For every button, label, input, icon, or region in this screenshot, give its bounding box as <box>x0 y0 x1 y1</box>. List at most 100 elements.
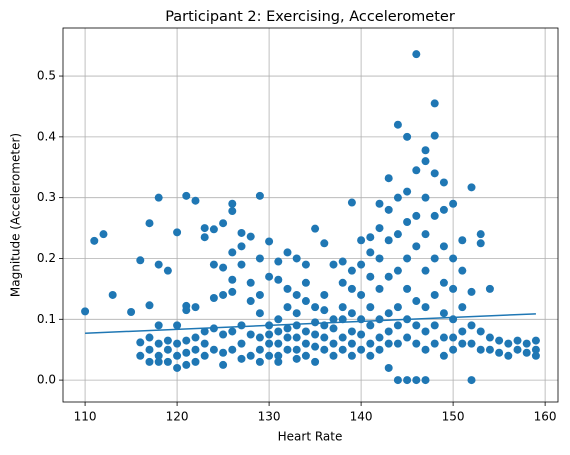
scatter-point <box>228 287 237 296</box>
scatter-point <box>90 236 99 245</box>
scatter-point <box>467 183 476 192</box>
scatter-point <box>301 339 310 348</box>
scatter-point <box>476 345 485 354</box>
scatter-point <box>412 242 421 251</box>
scatter-point <box>384 339 393 348</box>
scatter-point <box>522 348 531 357</box>
scatter-point <box>255 357 264 366</box>
scatter-point <box>531 336 540 345</box>
scatter-point <box>421 230 430 239</box>
scatter-point <box>219 330 228 339</box>
y-tick-label: 0.3 <box>37 190 56 204</box>
scatter-point <box>265 351 274 360</box>
scatter-point <box>237 228 246 237</box>
x-tick-label: 140 <box>350 410 373 424</box>
scatter-point <box>154 260 163 269</box>
scatter-point <box>449 254 458 263</box>
scatter-point <box>163 345 172 354</box>
scatter-point <box>412 50 421 59</box>
scatter-point <box>292 309 301 318</box>
scatter-point <box>127 307 136 316</box>
scatter-point <box>219 348 228 357</box>
scatter-point <box>504 351 513 360</box>
scatter-point <box>347 198 356 207</box>
scatter-point <box>154 193 163 202</box>
scatter-point <box>384 363 393 372</box>
scatter-point <box>384 272 393 281</box>
scatter-point <box>403 376 412 385</box>
scatter-point <box>329 339 338 348</box>
scatter-point <box>393 339 402 348</box>
scatter-point <box>237 339 246 348</box>
scatter-point <box>476 239 485 248</box>
x-tick-label: 130 <box>258 410 281 424</box>
scatter-point <box>338 315 347 324</box>
scatter-point <box>283 333 292 342</box>
scatter-point <box>283 345 292 354</box>
scatter-point <box>357 345 366 354</box>
scatter-point <box>366 303 375 312</box>
scatter-point <box>145 333 154 342</box>
scatter-point <box>329 324 338 333</box>
scatter-point <box>421 266 430 275</box>
scatter-point <box>412 339 421 348</box>
scatter-point <box>439 205 448 214</box>
scatter-point <box>513 345 522 354</box>
scatter-point <box>219 290 228 299</box>
scatter-point <box>366 248 375 257</box>
scatter-point <box>311 224 320 233</box>
scatter-point <box>292 290 301 299</box>
scatter-point <box>347 327 356 336</box>
scatter-point <box>467 339 476 348</box>
scatter-point <box>274 357 283 366</box>
scatter-point <box>384 205 393 214</box>
scatter-point <box>495 336 504 345</box>
scatter-point <box>338 303 347 312</box>
scatter-point <box>421 303 430 312</box>
scatter-point <box>449 345 458 354</box>
scatter-point <box>467 321 476 330</box>
scatter-point <box>191 357 200 366</box>
scatter-point <box>347 266 356 275</box>
scatter-point <box>357 330 366 339</box>
scatter-point <box>366 339 375 348</box>
scatter-point <box>292 333 301 342</box>
scatter-point <box>292 254 301 263</box>
scatter-point <box>476 230 485 239</box>
scatter-point <box>412 376 421 385</box>
scatter-point <box>421 193 430 202</box>
scatter-point <box>403 284 412 293</box>
scatter-point <box>255 290 264 299</box>
x-tick-label: 160 <box>534 410 557 424</box>
scatter-point <box>366 233 375 242</box>
scatter-point <box>200 224 209 233</box>
scatter-point <box>145 357 154 366</box>
x-tick-label: 120 <box>166 410 189 424</box>
scatter-point <box>338 257 347 266</box>
scatter-point <box>292 321 301 330</box>
scatter-point <box>311 330 320 339</box>
scatter-point <box>246 297 255 306</box>
scatter-point <box>403 254 412 263</box>
scatter-point <box>255 191 264 200</box>
scatter-point <box>449 199 458 208</box>
scatter-point <box>430 211 439 220</box>
scatter-point <box>412 297 421 306</box>
scatter-point <box>163 357 172 366</box>
scatter-point <box>393 376 402 385</box>
scatter-point <box>228 345 237 354</box>
scatter-point <box>173 351 182 360</box>
scatter-point <box>292 354 301 363</box>
scatter-point <box>283 248 292 257</box>
scatter-point <box>412 321 421 330</box>
scatter-point <box>136 338 145 347</box>
scatter-point <box>182 360 191 369</box>
scatter-point <box>191 345 200 354</box>
scatter-point <box>154 339 163 348</box>
scatter-point <box>421 345 430 354</box>
scatter-point <box>495 348 504 357</box>
scatter-point <box>283 303 292 312</box>
scatter-point <box>458 339 467 348</box>
scatter-point <box>209 225 218 234</box>
